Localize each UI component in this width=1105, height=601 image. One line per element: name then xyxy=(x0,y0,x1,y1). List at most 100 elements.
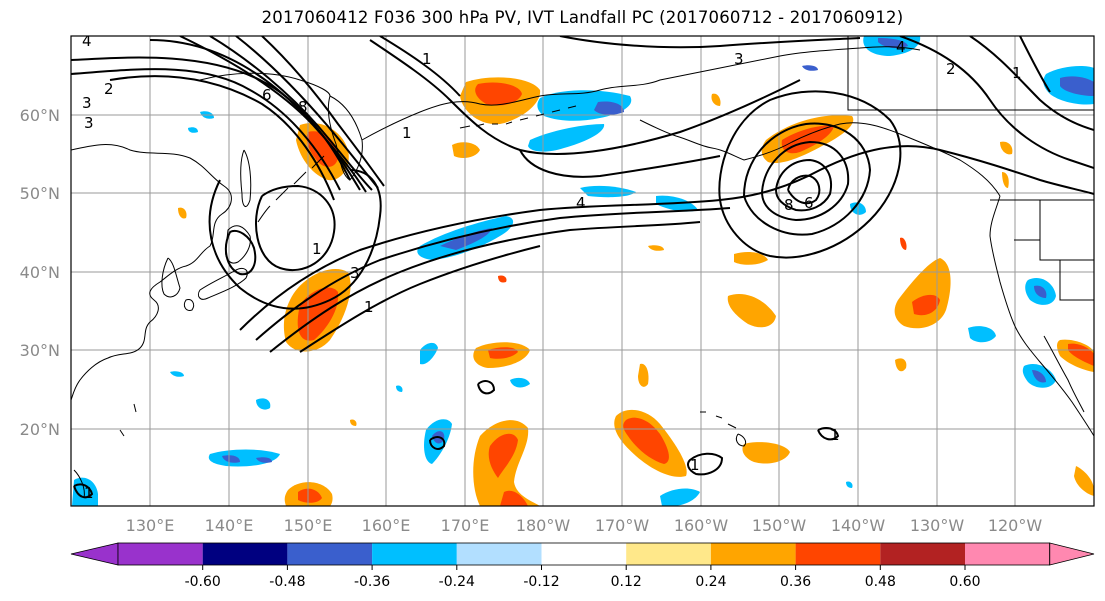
lon-label: 150°W xyxy=(752,516,807,535)
anomaly-patch xyxy=(648,245,664,251)
contour-label: 8 xyxy=(784,196,794,214)
anomaly-patch xyxy=(256,457,272,463)
colorbar-swatch xyxy=(965,543,1050,565)
colorbar-swatch xyxy=(880,543,965,565)
contour-label: 2 xyxy=(104,80,114,98)
anomaly-patch xyxy=(1000,141,1013,155)
anomaly-patch xyxy=(742,442,790,464)
colorbar-tick-label: 0.60 xyxy=(949,574,980,590)
colorbar-tick-label: 0.48 xyxy=(865,574,896,590)
contour-label: 1 xyxy=(402,124,412,142)
lon-label: 180°W xyxy=(516,516,571,535)
anomaly-patch xyxy=(1074,466,1094,496)
anomaly-patch xyxy=(1032,370,1046,383)
anomaly-patch xyxy=(222,455,240,463)
contour-label: 3 xyxy=(350,264,360,282)
contour-label: 4 xyxy=(576,194,586,212)
anomaly-patch xyxy=(912,294,940,316)
anomaly-patch xyxy=(188,127,198,133)
colorbar-swatch xyxy=(795,543,881,565)
lon-label: 160°W xyxy=(674,516,729,535)
map-frame xyxy=(70,35,1095,507)
anomaly-patch xyxy=(900,237,907,250)
anomaly-patch xyxy=(1034,285,1047,298)
lon-label: 160°E xyxy=(362,516,411,535)
colorbar-tick-label: 0.24 xyxy=(695,574,726,590)
contour-label: 3 xyxy=(84,114,94,132)
colorbar-extend-low xyxy=(70,542,119,566)
colorbar-frame xyxy=(117,542,1051,566)
contour-label: 1 xyxy=(1012,64,1022,82)
colorbar-swatch xyxy=(626,543,711,565)
lon-label: 170°E xyxy=(441,516,490,535)
anomaly-patch xyxy=(1060,76,1094,96)
lat-label: 20°N xyxy=(20,420,60,439)
lon-label: 170°W xyxy=(595,516,650,535)
anomaly-patch xyxy=(1068,343,1094,366)
lon-label: 130°E xyxy=(126,516,175,535)
anomaly-patch xyxy=(1002,172,1009,188)
anomaly-patch xyxy=(298,488,322,503)
anomaly-patch xyxy=(420,342,438,365)
anomaly-patch xyxy=(660,488,700,506)
contour-label: 1 xyxy=(84,484,94,502)
colorbar-tick-label: 0.36 xyxy=(780,574,811,590)
colorbar-ticks xyxy=(202,565,966,570)
lon-label: 150°E xyxy=(284,516,333,535)
coastlines xyxy=(71,36,1094,499)
anomaly-patch xyxy=(178,207,187,219)
colorbar-swatch xyxy=(287,543,373,565)
colorbar-extend-high xyxy=(1049,542,1095,566)
anomaly-patch xyxy=(500,490,528,506)
colorbar-tick-label: -0.24 xyxy=(439,574,475,590)
contour-label: 1 xyxy=(312,240,322,258)
map-title: 2017060412 F036 300 hPa PV, IVT Landfall… xyxy=(261,8,904,27)
lon-label: 140°W xyxy=(831,516,886,535)
anomaly-patch xyxy=(802,65,818,71)
contour-label: 1 xyxy=(364,298,374,316)
pv-contours xyxy=(71,36,1094,499)
colorbar-swatch xyxy=(541,543,627,565)
anomaly-patch xyxy=(488,433,518,478)
anomaly-patch xyxy=(727,294,776,328)
anomaly-patch xyxy=(528,124,605,152)
lon-label: 130°W xyxy=(910,516,965,535)
contour-label: 1 xyxy=(422,50,432,68)
contour-label: 6 xyxy=(262,86,272,104)
colorbar-tick-label: -0.12 xyxy=(523,574,559,590)
contour-label: 8 xyxy=(298,98,308,116)
lat-label: 60°N xyxy=(20,106,60,125)
contour-label: 4 xyxy=(896,38,906,56)
colorbar-swatch xyxy=(710,543,796,565)
anomaly-patch xyxy=(734,252,768,265)
colorbar-swatch xyxy=(202,543,288,565)
anomaly-patch xyxy=(475,82,522,106)
contour-label: 3 xyxy=(82,94,92,112)
colorbar: -0.60 -0.48 -0.36 -0.24 -0.12 0.12 0.24 … xyxy=(70,542,1095,590)
anomaly-patch xyxy=(711,93,721,106)
map-content: 4 2 3 3 6 8 1 1 4 3 2 8 6 1 3 1 1 4 1 1 … xyxy=(71,32,1094,506)
contour-label: 2 xyxy=(946,60,956,78)
longitude-labels: 130°E 140°E 150°E 160°E 170°E 180°W 170°… xyxy=(126,516,1043,535)
anomaly-patch xyxy=(452,142,480,158)
contour-labels: 4 2 3 3 6 8 1 1 4 3 2 8 6 1 3 1 1 4 1 1 … xyxy=(82,32,1022,502)
colorbar-swatch xyxy=(456,543,542,565)
anomaly-patch xyxy=(594,101,624,115)
anomaly-patch xyxy=(498,275,507,283)
contour-label: 1 xyxy=(830,426,840,444)
colorbar-tick-label: -0.48 xyxy=(269,574,305,590)
lat-label: 40°N xyxy=(20,263,60,282)
colorbar-tick-label: -0.36 xyxy=(354,574,390,590)
contour-label: 4 xyxy=(82,32,92,50)
anomaly-patch xyxy=(638,363,649,387)
colorbar-swatch xyxy=(118,543,203,565)
contour-label: 3 xyxy=(734,50,744,68)
anomaly-patch xyxy=(968,326,996,343)
anomaly-patch xyxy=(878,38,908,49)
shaded-anomalies xyxy=(72,36,1094,506)
anomaly-patch xyxy=(846,481,853,488)
colorbar-swatch xyxy=(372,543,457,565)
anomaly-patch xyxy=(350,419,357,426)
lat-label: 50°N xyxy=(20,184,60,203)
